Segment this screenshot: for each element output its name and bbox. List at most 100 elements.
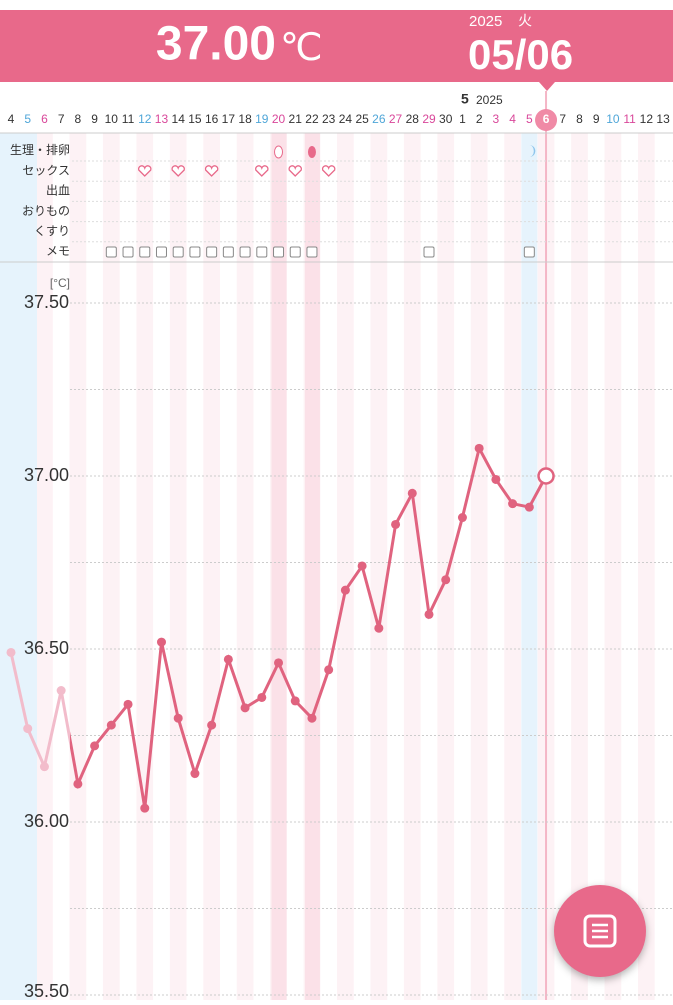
month: 5 — [461, 91, 469, 107]
heart-icon — [204, 165, 219, 177]
date-label: 18 — [238, 112, 252, 126]
day-stripe — [470, 133, 488, 1000]
day-stripe — [504, 133, 521, 1000]
day-stripe — [136, 133, 154, 1000]
temperature: 37.00 — [156, 18, 276, 71]
point — [474, 443, 484, 453]
memo-icon — [122, 246, 134, 258]
date-label: 3 — [493, 112, 500, 126]
date-label: 5 — [526, 112, 533, 126]
date-label: 17 — [222, 112, 236, 126]
date-label: 8 — [576, 112, 583, 126]
point — [90, 741, 100, 751]
point — [441, 575, 451, 585]
date-label: 6 — [543, 112, 550, 126]
row-label: おりもの — [22, 204, 70, 218]
date-label: 14 — [172, 112, 186, 126]
memo-icon — [222, 246, 234, 258]
band — [521, 133, 538, 1000]
date-label: 12 — [138, 112, 152, 126]
date-label: 11 — [122, 112, 135, 126]
date-label: 16 — [205, 112, 219, 126]
period-icon — [307, 146, 316, 158]
date-label: 19 — [255, 112, 269, 126]
heart-icon — [288, 165, 303, 177]
unit: ℃ — [280, 27, 323, 69]
date-label: 6 — [41, 112, 48, 126]
fab-icon — [583, 914, 617, 948]
point — [324, 665, 334, 675]
date-label: 12 — [640, 112, 654, 126]
memo-icon — [306, 246, 318, 258]
point — [23, 724, 33, 734]
day-stripe — [169, 133, 187, 1000]
date-label: 13 — [656, 112, 670, 126]
point — [39, 762, 49, 772]
date-label: 10 — [105, 112, 119, 126]
point — [73, 779, 83, 789]
memo-icon — [139, 246, 151, 258]
memo-icon — [155, 246, 167, 258]
day-stripe — [604, 133, 622, 1000]
point — [524, 502, 534, 512]
date-label: 2 — [476, 112, 483, 126]
row-label: セックス — [22, 163, 70, 177]
date-label: 20 — [272, 112, 286, 126]
y-tick-label: 35.50 — [24, 981, 69, 1000]
header-bar — [0, 10, 673, 82]
memo-icon — [256, 246, 268, 258]
memo-icon — [289, 246, 301, 258]
point — [407, 488, 417, 498]
point — [173, 713, 183, 723]
date-label: 7 — [559, 112, 566, 126]
date-label: 4 — [509, 112, 516, 126]
point — [156, 637, 166, 647]
year: 2025 — [469, 13, 502, 30]
point — [190, 769, 200, 779]
point — [307, 713, 317, 723]
point — [274, 658, 284, 668]
band — [0, 133, 37, 1000]
heart-icon — [171, 165, 185, 177]
day-stripe — [36, 133, 53, 1000]
date-label: 30 — [439, 112, 453, 126]
day-stripe — [102, 133, 120, 1000]
memo-icon — [206, 246, 218, 258]
pointer — [539, 82, 555, 91]
date-label: 25 — [355, 112, 369, 126]
day-stripe — [370, 133, 388, 1000]
moon-icon — [529, 145, 536, 157]
memo-icon — [423, 246, 435, 258]
day-stripe — [571, 133, 588, 1000]
day-stripe — [69, 133, 87, 1000]
date-label: 1 — [459, 112, 466, 126]
row-label: メモ — [46, 244, 70, 258]
date-label: 22 — [305, 112, 319, 126]
date-label: 11 — [623, 112, 636, 126]
date-label: 10 — [606, 112, 620, 126]
date-label: 8 — [75, 112, 82, 126]
heart-icon — [137, 165, 152, 177]
y-axis-label: [°C] — [50, 276, 70, 290]
date-label: 7 — [58, 112, 65, 126]
date-label: 9 — [593, 112, 600, 126]
memo-icon — [239, 246, 251, 258]
point — [123, 699, 133, 709]
point — [56, 686, 66, 696]
point — [106, 720, 116, 730]
memo-icon — [273, 246, 285, 258]
date-label: 28 — [406, 112, 420, 126]
y-tick-label: 36.00 — [24, 811, 69, 831]
memo-icon — [105, 246, 117, 258]
day-stripe — [437, 133, 455, 1000]
date-label: 24 — [339, 112, 353, 126]
fab-icon-lines — [592, 923, 608, 939]
point — [357, 561, 367, 571]
period-icon — [274, 145, 284, 159]
date-label: 13 — [155, 112, 169, 126]
y-tick-label: 36.50 — [24, 638, 69, 658]
day-stripe — [638, 133, 655, 1000]
heart-icon — [321, 165, 336, 177]
date-label: 9 — [91, 112, 98, 126]
